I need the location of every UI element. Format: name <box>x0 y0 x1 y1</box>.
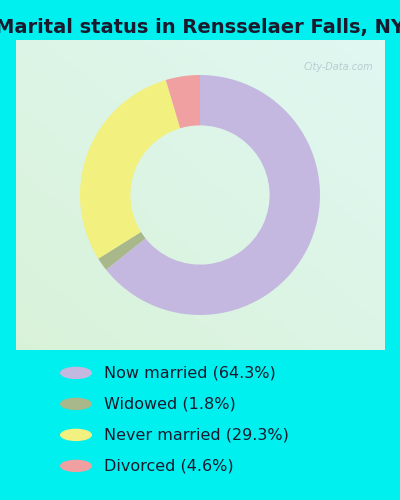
Wedge shape <box>80 80 180 258</box>
Circle shape <box>60 428 92 441</box>
Text: Widowed (1.8%): Widowed (1.8%) <box>104 396 236 411</box>
Wedge shape <box>166 75 200 128</box>
Circle shape <box>60 398 92 410</box>
Circle shape <box>60 460 92 472</box>
Circle shape <box>60 366 92 379</box>
Text: Divorced (4.6%): Divorced (4.6%) <box>104 458 234 473</box>
Wedge shape <box>98 232 146 270</box>
Text: Never married (29.3%): Never married (29.3%) <box>104 428 289 442</box>
Wedge shape <box>106 75 320 315</box>
Text: City-Data.com: City-Data.com <box>303 62 373 72</box>
Text: Marital status in Rensselaer Falls, NY: Marital status in Rensselaer Falls, NY <box>0 18 400 38</box>
Text: Now married (64.3%): Now married (64.3%) <box>104 366 276 380</box>
